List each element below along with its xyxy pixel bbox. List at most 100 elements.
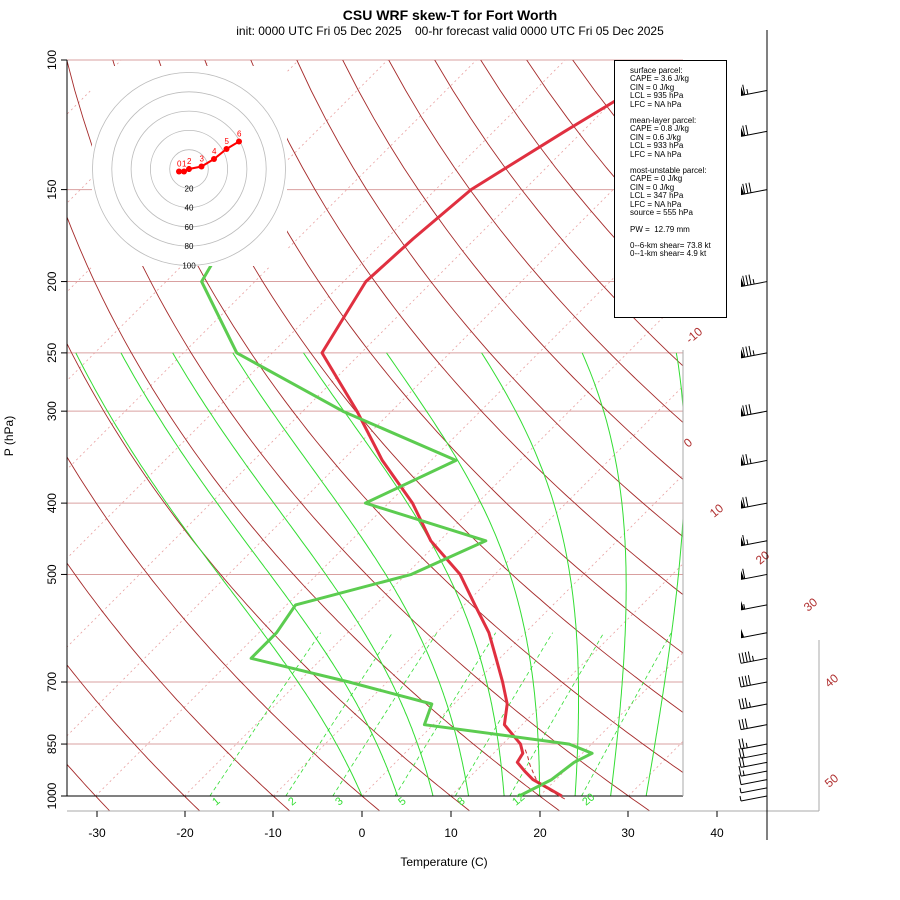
hodograph-point	[186, 166, 192, 172]
surface-parcel-block: surface parcel: CAPE = 3.6 J/kg CIN = 0 J/…	[630, 66, 726, 109]
wind-barb-pennant	[741, 456, 745, 466]
wind-barb-flag	[742, 568, 746, 579]
wind-barb-staff	[740, 681, 768, 688]
isotherm-line	[67, 60, 566, 559]
wind-barb	[740, 182, 768, 196]
wind-barb	[738, 675, 768, 688]
mixing-ratio-label: 1	[210, 795, 222, 808]
wind-barb-halfflag	[739, 795, 742, 802]
wind-barb	[738, 651, 768, 664]
dry-adiabat	[296, 60, 683, 538]
wind-barb	[740, 496, 768, 509]
info-line: 0--1-km shear= 4.9 kt	[630, 249, 707, 259]
info-line: 0--6-km shear= 73.8 kt	[630, 240, 711, 250]
hodograph-point	[176, 168, 182, 175]
temperature-tick-label: -20	[176, 826, 194, 840]
wind-barb-halfflag	[752, 278, 755, 285]
wind-barb	[738, 718, 768, 731]
isotherm-label: 30	[801, 595, 820, 615]
wind-barb-pennant	[741, 499, 745, 509]
isotherm-label: 20	[753, 548, 772, 568]
isotherm-line	[67, 60, 655, 648]
wind-barb-staff	[740, 795, 768, 802]
moist-adiabat	[232, 352, 470, 797]
dry-adiabat	[158, 60, 683, 713]
isotherm-line	[95, 208, 683, 797]
hodograph-ring-label: 20	[185, 184, 194, 193]
hodograph-ring	[92, 72, 286, 266]
moist-adiabat	[386, 352, 541, 796]
info-line: source = 555 hPa	[630, 208, 693, 218]
info-line: CAPE = 0.8 J/kg	[630, 124, 689, 134]
pressure-tick-label: 250	[45, 343, 59, 363]
wind-barb-staff	[740, 761, 768, 768]
temperature-tick-label: 40	[710, 826, 724, 840]
wind-barb-halfflag	[746, 89, 749, 95]
wind-barb-flag	[741, 676, 745, 687]
wind-barb	[738, 738, 768, 750]
wind-barb-staff	[740, 743, 768, 750]
info-line: LCL = 935 hPa	[630, 91, 684, 101]
mixing-ratio-label: 2	[286, 795, 298, 808]
info-line: LFC = NA hPa	[630, 99, 682, 109]
wind-barb-flag	[742, 183, 746, 194]
wind-barb-pennant	[741, 348, 745, 358]
wind-barb-flag	[741, 747, 745, 758]
moist-adiabat	[120, 352, 398, 797]
mixing-ratio-line	[332, 632, 438, 797]
info-line: CAPE = 0 J/kg	[630, 174, 683, 184]
wind-barb	[738, 747, 768, 759]
hodograph-point	[223, 146, 230, 152]
moist-adiabat	[303, 352, 505, 797]
wind-barb-flag	[744, 697, 748, 708]
wind-barb-flag	[742, 275, 746, 286]
dry-adiabat	[434, 60, 683, 367]
wind-barb	[740, 345, 768, 359]
wind-barb-flag	[738, 698, 742, 710]
wind-barb-pennant	[741, 407, 745, 417]
info-line: LFC = NA hPa	[630, 199, 682, 209]
isotherm-label: -10	[683, 324, 706, 346]
hodograph-point	[181, 168, 187, 175]
wind-barb-pennant	[741, 277, 745, 287]
dry-adiabat	[388, 60, 683, 424]
pressure-tick-label: 700	[45, 672, 59, 692]
wind-barb-flag	[738, 719, 742, 730]
mixing-ratio-line	[454, 632, 553, 797]
wind-barb	[740, 568, 768, 580]
wind-barb-flag	[742, 534, 746, 546]
info-line: LFC = NA hPa	[630, 149, 682, 159]
wind-barb-staff	[740, 724, 768, 731]
isotherm-line	[67, 60, 477, 470]
wind-barb	[738, 774, 768, 786]
wind-barb-staff	[740, 632, 768, 639]
wind-barb-staff	[740, 459, 768, 466]
wind-barb-halfflag	[752, 350, 755, 356]
hodograph-height-label: 0	[177, 160, 182, 169]
wind-barb-flag	[741, 738, 745, 749]
pressure-tick-label: 400	[45, 493, 59, 513]
wind-barb-flag	[738, 676, 742, 688]
wind-barb-flag	[748, 345, 752, 357]
hodograph-ring-label: 80	[185, 242, 194, 251]
wind-barb-staff	[740, 703, 768, 710]
wind-barb	[740, 124, 768, 137]
hodograph-height-label: 4	[212, 147, 217, 156]
wind-barb-flag	[745, 454, 749, 465]
wind-barb	[738, 765, 768, 777]
pressure-tick-label: 300	[45, 401, 59, 421]
dry-adiabat	[67, 456, 381, 811]
mixing-ratio-label: 3	[333, 795, 345, 808]
wind-barb-flag	[741, 652, 745, 663]
dewpoint-profile	[200, 238, 594, 798]
hodograph-height-label: 2	[187, 157, 192, 166]
sounding-profiles	[200, 89, 634, 800]
wind-barb-pennant	[741, 570, 745, 580]
dry-adiabat	[204, 60, 683, 654]
hodograph-background	[92, 66, 287, 266]
parcel-path	[523, 746, 566, 800]
wind-barb-flag	[738, 653, 742, 664]
temperature-tick-label: 20	[533, 826, 547, 840]
mixing-ratio-label: 5	[396, 795, 408, 808]
